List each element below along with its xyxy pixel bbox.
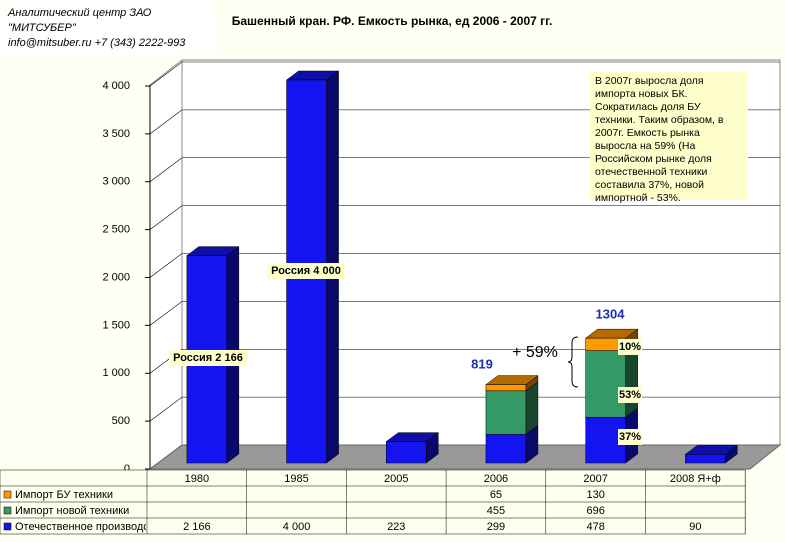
table-value: 130: [586, 489, 604, 501]
table-value: 455: [487, 505, 505, 517]
legend-label: Импорт новой техники: [15, 505, 129, 517]
legend-swatch: [3, 506, 12, 515]
bar: [685, 454, 726, 464]
annotation-bg: [618, 387, 642, 403]
grid-line: [149, 205, 780, 230]
x-tick-label: 2007: [583, 473, 607, 485]
header-line: Аналитический центр ЗАО "МИТСУБЕР": [8, 7, 152, 34]
legend-label: Импорт БУ техники: [15, 489, 113, 501]
table-value: 696: [586, 505, 604, 517]
y-tick-label: 0: [124, 463, 130, 475]
table-value: 223: [387, 521, 405, 533]
y-tick-label: 2 500: [102, 224, 130, 236]
legend-swatch: [3, 490, 12, 499]
header-box: Аналитический центр ЗАО "МИТСУБЕР" info@m…: [2, 2, 214, 56]
annotation-bg: [618, 429, 642, 445]
table-value: 2 166: [183, 521, 211, 533]
table-value: 65: [490, 489, 502, 501]
annotation-bg: [267, 263, 345, 279]
y-tick-label: 1 500: [102, 319, 130, 331]
grid-line: [149, 157, 780, 182]
annotation: 10%: [619, 341, 641, 353]
header-line: info@mitsuber.ru +7 (343) 2222-993: [8, 37, 186, 49]
annotation: 53%: [619, 389, 641, 401]
chart-title: Башенный кран. РФ. Емкость рынка, ед 200…: [232, 14, 553, 28]
grid-line: [149, 348, 780, 374]
y-tick-label: 1 000: [102, 367, 130, 379]
bar: [485, 390, 527, 435]
y-tick-label: 4 000: [102, 80, 130, 92]
legend-label: Отечественное производство: [15, 521, 166, 533]
y-tick-label: 500: [112, 415, 130, 427]
legend-swatch: [3, 522, 12, 531]
annotation: + 59%: [512, 344, 558, 361]
x-tick-label: 2008 Я+ф: [670, 473, 721, 485]
annotation: 37%: [619, 431, 641, 443]
y-tick-label: 3 000: [102, 176, 130, 188]
bar: [485, 434, 527, 464]
bar: [585, 350, 626, 418]
grid-line: [149, 396, 780, 422]
table-value: 299: [487, 521, 505, 533]
x-tick-label: 2006: [484, 473, 508, 485]
bar: [386, 441, 427, 464]
x-tick-label: 2005: [384, 473, 408, 485]
y-tick-label: 3 500: [102, 128, 130, 140]
grid-line: [149, 253, 780, 278]
annotation: Россия 2 166: [173, 352, 243, 364]
annotation: 1304: [596, 306, 626, 321]
bar: [485, 384, 527, 392]
y-tick-label: 2 000: [102, 271, 130, 283]
x-tick-label: 1985: [284, 473, 308, 485]
table-value: 4 000: [283, 521, 311, 533]
note-box: В 2007г выросла доля импорта новых БК. С…: [590, 72, 748, 204]
x-tick-label: 1980: [185, 473, 209, 485]
annotation-bg: [169, 350, 247, 366]
annotation-bg: [618, 339, 642, 355]
annotation: Россия 4 000: [271, 265, 341, 277]
table-value: 478: [586, 521, 604, 533]
table-value: 90: [689, 521, 701, 533]
grid-line: [149, 301, 780, 326]
grid-line: [149, 109, 780, 135]
grid-line: [149, 61, 780, 87]
side-wall: [149, 58, 183, 470]
brace: [567, 336, 579, 388]
annotation: 819: [471, 356, 493, 371]
